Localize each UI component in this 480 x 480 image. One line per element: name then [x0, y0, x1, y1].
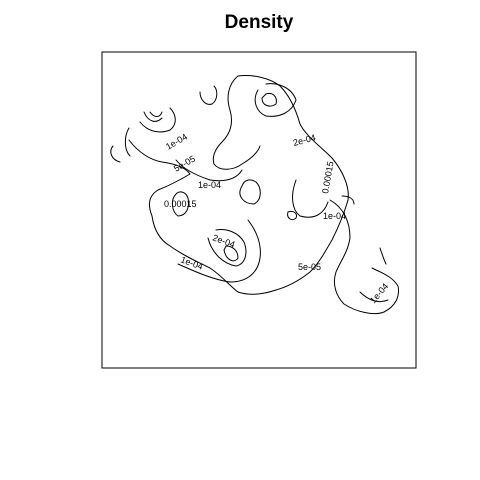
contour-line-0.00015-lower — [207, 229, 247, 267]
contour-labels: 1e-04 5e-05 1e-04 0.00015 2e-04 0.00015 … — [164, 132, 390, 306]
contour-label: 0.00015 — [164, 199, 197, 209]
contour-line-1e-04-lower — [177, 219, 261, 283]
contour-line-2e-04-top — [149, 111, 163, 117]
contour-label: 0.00015 — [320, 161, 335, 195]
contour-line-5e-05-left — [124, 127, 131, 157]
contour-line-2e-04-upper-right — [261, 93, 277, 107]
contour-line-1e-04-far-right — [359, 291, 389, 303]
contour-line-1e-04-upper-right — [254, 83, 297, 117]
contour-line-0.00015-right — [287, 211, 297, 221]
contour-line-1e-04-right — [292, 179, 329, 218]
contour-line-0.00015-left — [171, 191, 189, 217]
contour-line-5e-05-tip — [110, 145, 121, 163]
contour-label: 1e-04 — [198, 180, 221, 190]
contour-line-0.00015-top — [143, 111, 163, 122]
contour-label: 1e-04 — [179, 254, 204, 271]
contour-line-5e-05-right — [329, 199, 399, 315]
contour-label: 5e-05 — [172, 154, 197, 174]
contour-line-5e-05-top — [199, 85, 218, 105]
contour-line-5e-05-edge — [379, 247, 387, 265]
contour-line-5e-05-outer — [128, 75, 349, 295]
contour-lines — [110, 75, 399, 315]
contour-label: 1e-04 — [323, 211, 346, 221]
contour-label: 5e-05 — [298, 262, 321, 272]
contour-line-1e-04-upper-left — [139, 107, 176, 133]
contour-label: 2e-04 — [211, 232, 236, 249]
plot-frame — [101, 51, 417, 369]
chart-title: Density — [225, 12, 294, 33]
contour-line-1e-04-center-blob — [239, 179, 261, 205]
contour-line-2e-04-lower — [223, 245, 239, 262]
contour-label: 2e-04 — [292, 132, 317, 148]
contour-label: 1e-04 — [164, 132, 189, 152]
contour-line-5e-05-far-right — [341, 195, 355, 205]
contour-line-1e-04-middle — [175, 159, 243, 182]
